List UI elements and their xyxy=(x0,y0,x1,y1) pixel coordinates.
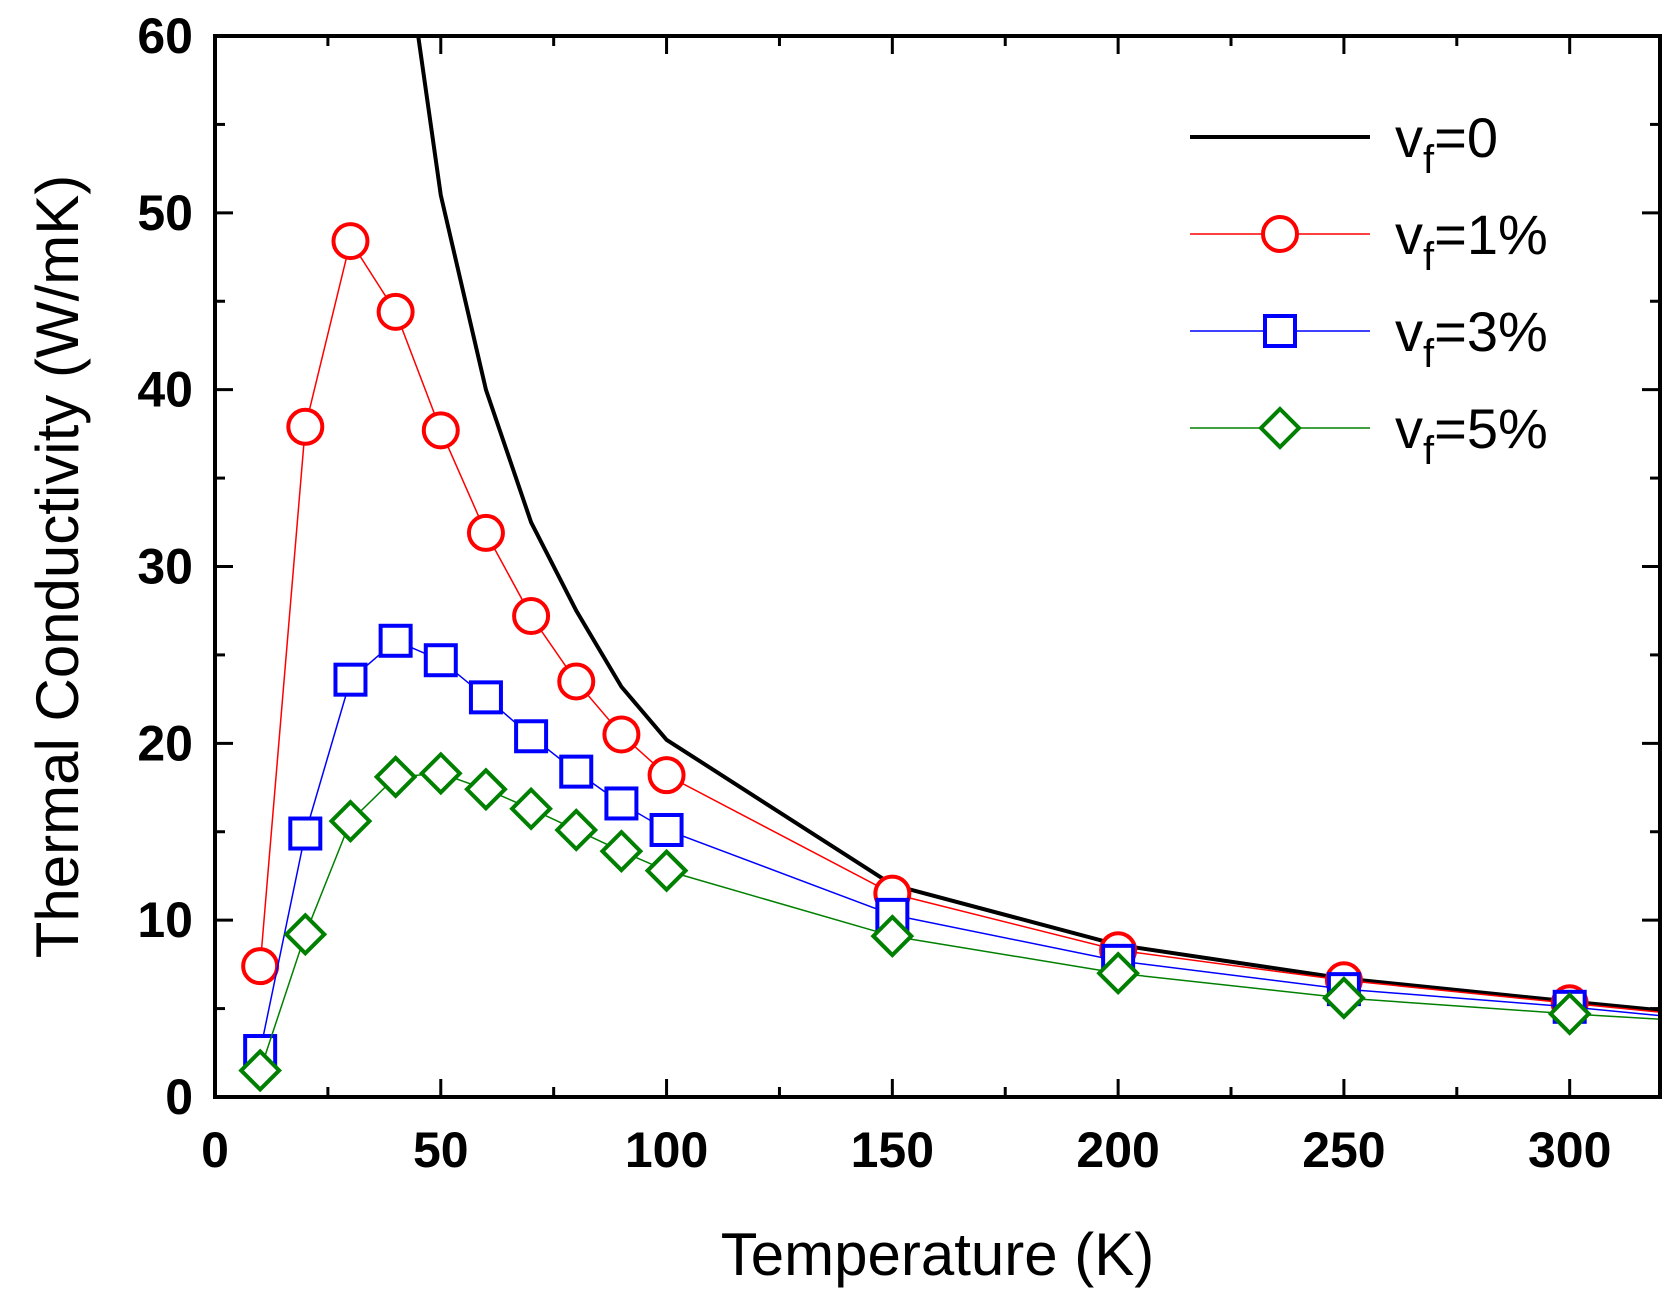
data-point xyxy=(1322,976,1366,1020)
y-tick-label: 10 xyxy=(137,892,193,948)
legend-marker xyxy=(1258,406,1302,450)
x-tick-label: 300 xyxy=(1528,1122,1611,1178)
data-point xyxy=(649,812,684,847)
data-point xyxy=(286,407,325,446)
series-layer xyxy=(238,36,1660,1093)
data-point xyxy=(602,715,641,754)
data-point xyxy=(373,755,418,799)
x-tick-label: 250 xyxy=(1302,1122,1385,1178)
data-point xyxy=(557,662,596,701)
series-3 xyxy=(238,751,1660,1093)
y-tick-label: 60 xyxy=(137,8,193,64)
data-point xyxy=(238,1048,282,1093)
x-tick-label: 0 xyxy=(201,1122,229,1178)
data-point xyxy=(644,848,689,893)
data-point xyxy=(333,662,368,697)
y-tick-label: 30 xyxy=(137,539,193,595)
x-tick-label: 150 xyxy=(851,1122,934,1178)
y-tick-label: 50 xyxy=(137,185,193,241)
data-point xyxy=(509,786,553,831)
legend-marker xyxy=(1261,215,1299,253)
data-point xyxy=(599,829,644,874)
data-point xyxy=(423,643,458,678)
legend-label: vf=3% xyxy=(1395,300,1548,376)
data-point xyxy=(1096,951,1140,996)
series-line-3 xyxy=(259,772,1660,1071)
data-point xyxy=(331,222,370,261)
legend-label: vf=0 xyxy=(1395,106,1498,182)
legend-marker xyxy=(1263,314,1297,348)
legend-label: vf=5% xyxy=(1395,397,1548,473)
plot-frame xyxy=(213,34,1662,1099)
legend-item-2: vf=3% xyxy=(1190,300,1548,376)
data-point xyxy=(647,756,686,795)
data-point xyxy=(464,767,508,812)
data-point xyxy=(418,751,463,796)
y-axis-title: Thermal Conductivity (W/mK) xyxy=(24,175,91,958)
series-0 xyxy=(416,36,1660,1013)
data-point xyxy=(1547,992,1592,1036)
series-line-0 xyxy=(416,36,1660,1013)
data-point xyxy=(604,786,639,821)
data-point xyxy=(328,799,373,843)
series-2 xyxy=(243,623,1660,1069)
legend: vf=0 vf=1% vf=3% vf=5% xyxy=(1190,106,1548,473)
data-point xyxy=(288,816,323,851)
y-tick-label: 20 xyxy=(137,715,193,771)
data-point xyxy=(378,623,413,658)
data-point xyxy=(283,912,328,957)
data-point xyxy=(514,719,549,754)
data-point xyxy=(421,411,460,450)
y-tick-label: 40 xyxy=(137,362,193,418)
legend-item-0: vf=0 xyxy=(1190,106,1498,182)
legend-item-3: vf=5% xyxy=(1190,397,1548,473)
data-point xyxy=(241,947,280,986)
x-axis-title: Temperature (K) xyxy=(721,1221,1154,1288)
x-tick-label: 200 xyxy=(1076,1122,1159,1178)
y-tick-label: 0 xyxy=(165,1069,193,1125)
x-tick-label: 100 xyxy=(625,1122,708,1178)
data-point xyxy=(559,754,594,789)
data-point xyxy=(468,680,503,715)
data-point xyxy=(870,914,915,958)
legend-item-1: vf=1% xyxy=(1190,203,1548,279)
x-tick-label: 50 xyxy=(413,1122,469,1178)
data-point xyxy=(512,597,551,636)
ticks-layer: 0 50 100 150 200 250 300 0 10 20 30 40 50 60 xyxy=(137,8,1660,1178)
data-point xyxy=(376,292,415,331)
legend-label: vf=1% xyxy=(1395,203,1548,279)
data-point xyxy=(554,808,599,852)
data-point xyxy=(466,513,505,552)
